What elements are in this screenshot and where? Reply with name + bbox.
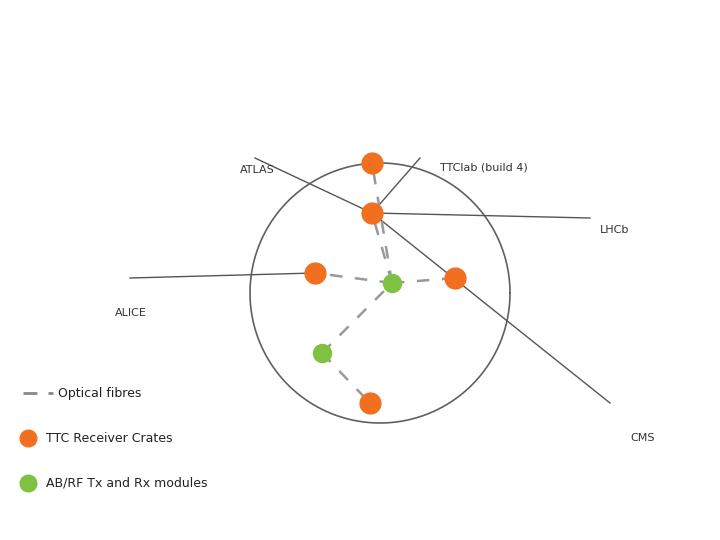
Text: OVERVIEW: OVERVIEW — [293, 7, 427, 31]
Text: Sophie BARON, PH-ESS: Sophie BARON, PH-ESS — [14, 520, 135, 530]
Text: TTC Receiver Crates: TTC Receiver Crates — [46, 431, 173, 444]
Text: LHCb: LHCb — [600, 225, 629, 235]
Text: CMS: CMS — [630, 433, 654, 443]
Text: ATLAS: ATLAS — [240, 165, 275, 175]
Text: LEADE, 15/06/06: LEADE, 15/06/06 — [317, 520, 403, 530]
Text: AB/RF Tx and Rx modules: AB/RF Tx and Rx modules — [46, 476, 207, 489]
Text: Optical fibres: Optical fibres — [58, 387, 141, 400]
Text: ALICE: ALICE — [115, 308, 147, 318]
Text: TTClab (build 4): TTClab (build 4) — [440, 163, 528, 173]
Text: 3: 3 — [692, 520, 698, 530]
